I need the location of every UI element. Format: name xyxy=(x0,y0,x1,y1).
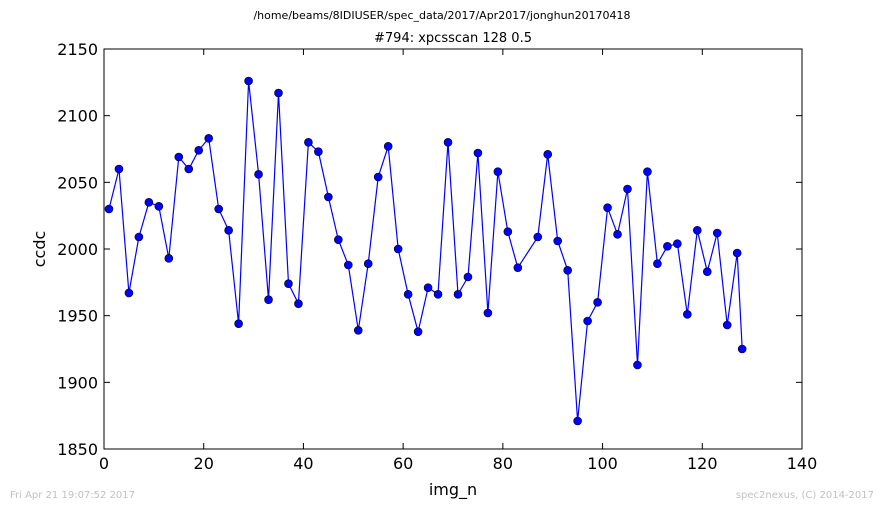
plot-frame xyxy=(103,48,803,450)
data-point xyxy=(324,192,333,202)
data-point xyxy=(234,319,243,328)
data-point xyxy=(702,267,712,276)
x-tick-label: 40 xyxy=(293,454,313,473)
y-tick-label: 2100 xyxy=(57,107,98,126)
data-point xyxy=(393,244,403,254)
data-point xyxy=(423,283,433,292)
x-tick-label: 60 xyxy=(393,454,413,473)
x-tick-label: 20 xyxy=(194,454,214,473)
y-tick-label: 1850 xyxy=(57,440,98,459)
data-point xyxy=(593,298,602,307)
data-point xyxy=(513,263,523,272)
data-point xyxy=(294,299,303,308)
data-point xyxy=(453,290,463,299)
data-point xyxy=(363,259,373,268)
data-point xyxy=(683,310,692,319)
data-point xyxy=(413,327,423,336)
data-point xyxy=(433,290,443,299)
data-point xyxy=(124,288,134,298)
data-point xyxy=(483,308,493,318)
data-point xyxy=(533,232,543,242)
data-point xyxy=(343,260,353,270)
data-point xyxy=(274,88,283,98)
footer-credit: spec2nexus, (C) 2014-2017 xyxy=(735,490,874,501)
data-point xyxy=(623,184,632,194)
data-point xyxy=(214,204,223,214)
data-point xyxy=(463,272,473,282)
data-point xyxy=(383,142,393,151)
x-tick-label: 140 xyxy=(787,454,818,473)
data-point xyxy=(154,202,164,211)
y-tick-label: 2000 xyxy=(57,240,98,259)
data-point xyxy=(692,226,702,235)
data-point xyxy=(712,228,722,238)
data-point xyxy=(443,138,453,147)
data-point xyxy=(722,320,732,330)
data-point xyxy=(583,316,592,326)
series-line xyxy=(108,80,743,422)
data-point xyxy=(254,170,263,179)
y-tick-label: 1900 xyxy=(57,373,98,392)
data-point xyxy=(633,360,642,370)
data-point xyxy=(603,203,612,212)
data-point xyxy=(144,198,154,207)
data-point xyxy=(114,164,124,174)
y-axis-label: ccdc xyxy=(30,231,49,268)
x-tick-label: 80 xyxy=(493,454,513,473)
x-axis-label: img_n xyxy=(429,480,477,500)
data-point xyxy=(553,236,563,246)
data-point xyxy=(503,227,513,236)
data-point xyxy=(373,172,383,182)
data-point xyxy=(134,232,144,242)
data-point xyxy=(353,326,363,335)
y-tick-label: 1950 xyxy=(57,307,98,326)
data-point xyxy=(737,344,747,354)
chart-title: #794: xpcsscan 128 0.5 xyxy=(374,31,532,46)
data-point xyxy=(673,239,682,248)
data-point xyxy=(174,152,184,162)
data-point xyxy=(244,76,253,86)
y-tick-label: 2150 xyxy=(57,40,98,59)
data-point xyxy=(104,204,114,214)
data-point xyxy=(573,416,582,426)
data-point xyxy=(204,134,213,143)
data-point xyxy=(543,150,553,159)
data-point xyxy=(563,266,572,275)
x-tick-label: 120 xyxy=(687,454,718,473)
data-point xyxy=(224,226,233,235)
data-point xyxy=(184,164,194,174)
x-tick-label: 0 xyxy=(99,454,109,473)
data-point xyxy=(653,259,662,268)
plot-area: 0 20 40 60 80 100 120 140 1850 1900 1950 2000 2050 21… xyxy=(57,40,817,473)
x-tick-label: 100 xyxy=(587,454,618,473)
data-point xyxy=(473,148,483,158)
data-point xyxy=(314,147,323,156)
chart-suptitle: /home/beams/8IDIUSER/spec_data/2017/Apr2… xyxy=(253,9,630,22)
data-point xyxy=(613,230,622,239)
data-point xyxy=(334,235,343,244)
data-point xyxy=(643,167,652,176)
data-point xyxy=(264,295,273,304)
data-point xyxy=(403,290,413,299)
y-tick-label: 2050 xyxy=(57,173,98,192)
data-point xyxy=(284,279,293,288)
data-point xyxy=(732,248,742,258)
data-point xyxy=(493,167,503,176)
data-point xyxy=(164,254,174,263)
footer-timestamp: Fri Apr 21 19:07:52 2017 xyxy=(10,490,136,501)
data-point xyxy=(304,138,313,147)
data-point xyxy=(663,242,672,251)
data-point xyxy=(194,146,204,155)
